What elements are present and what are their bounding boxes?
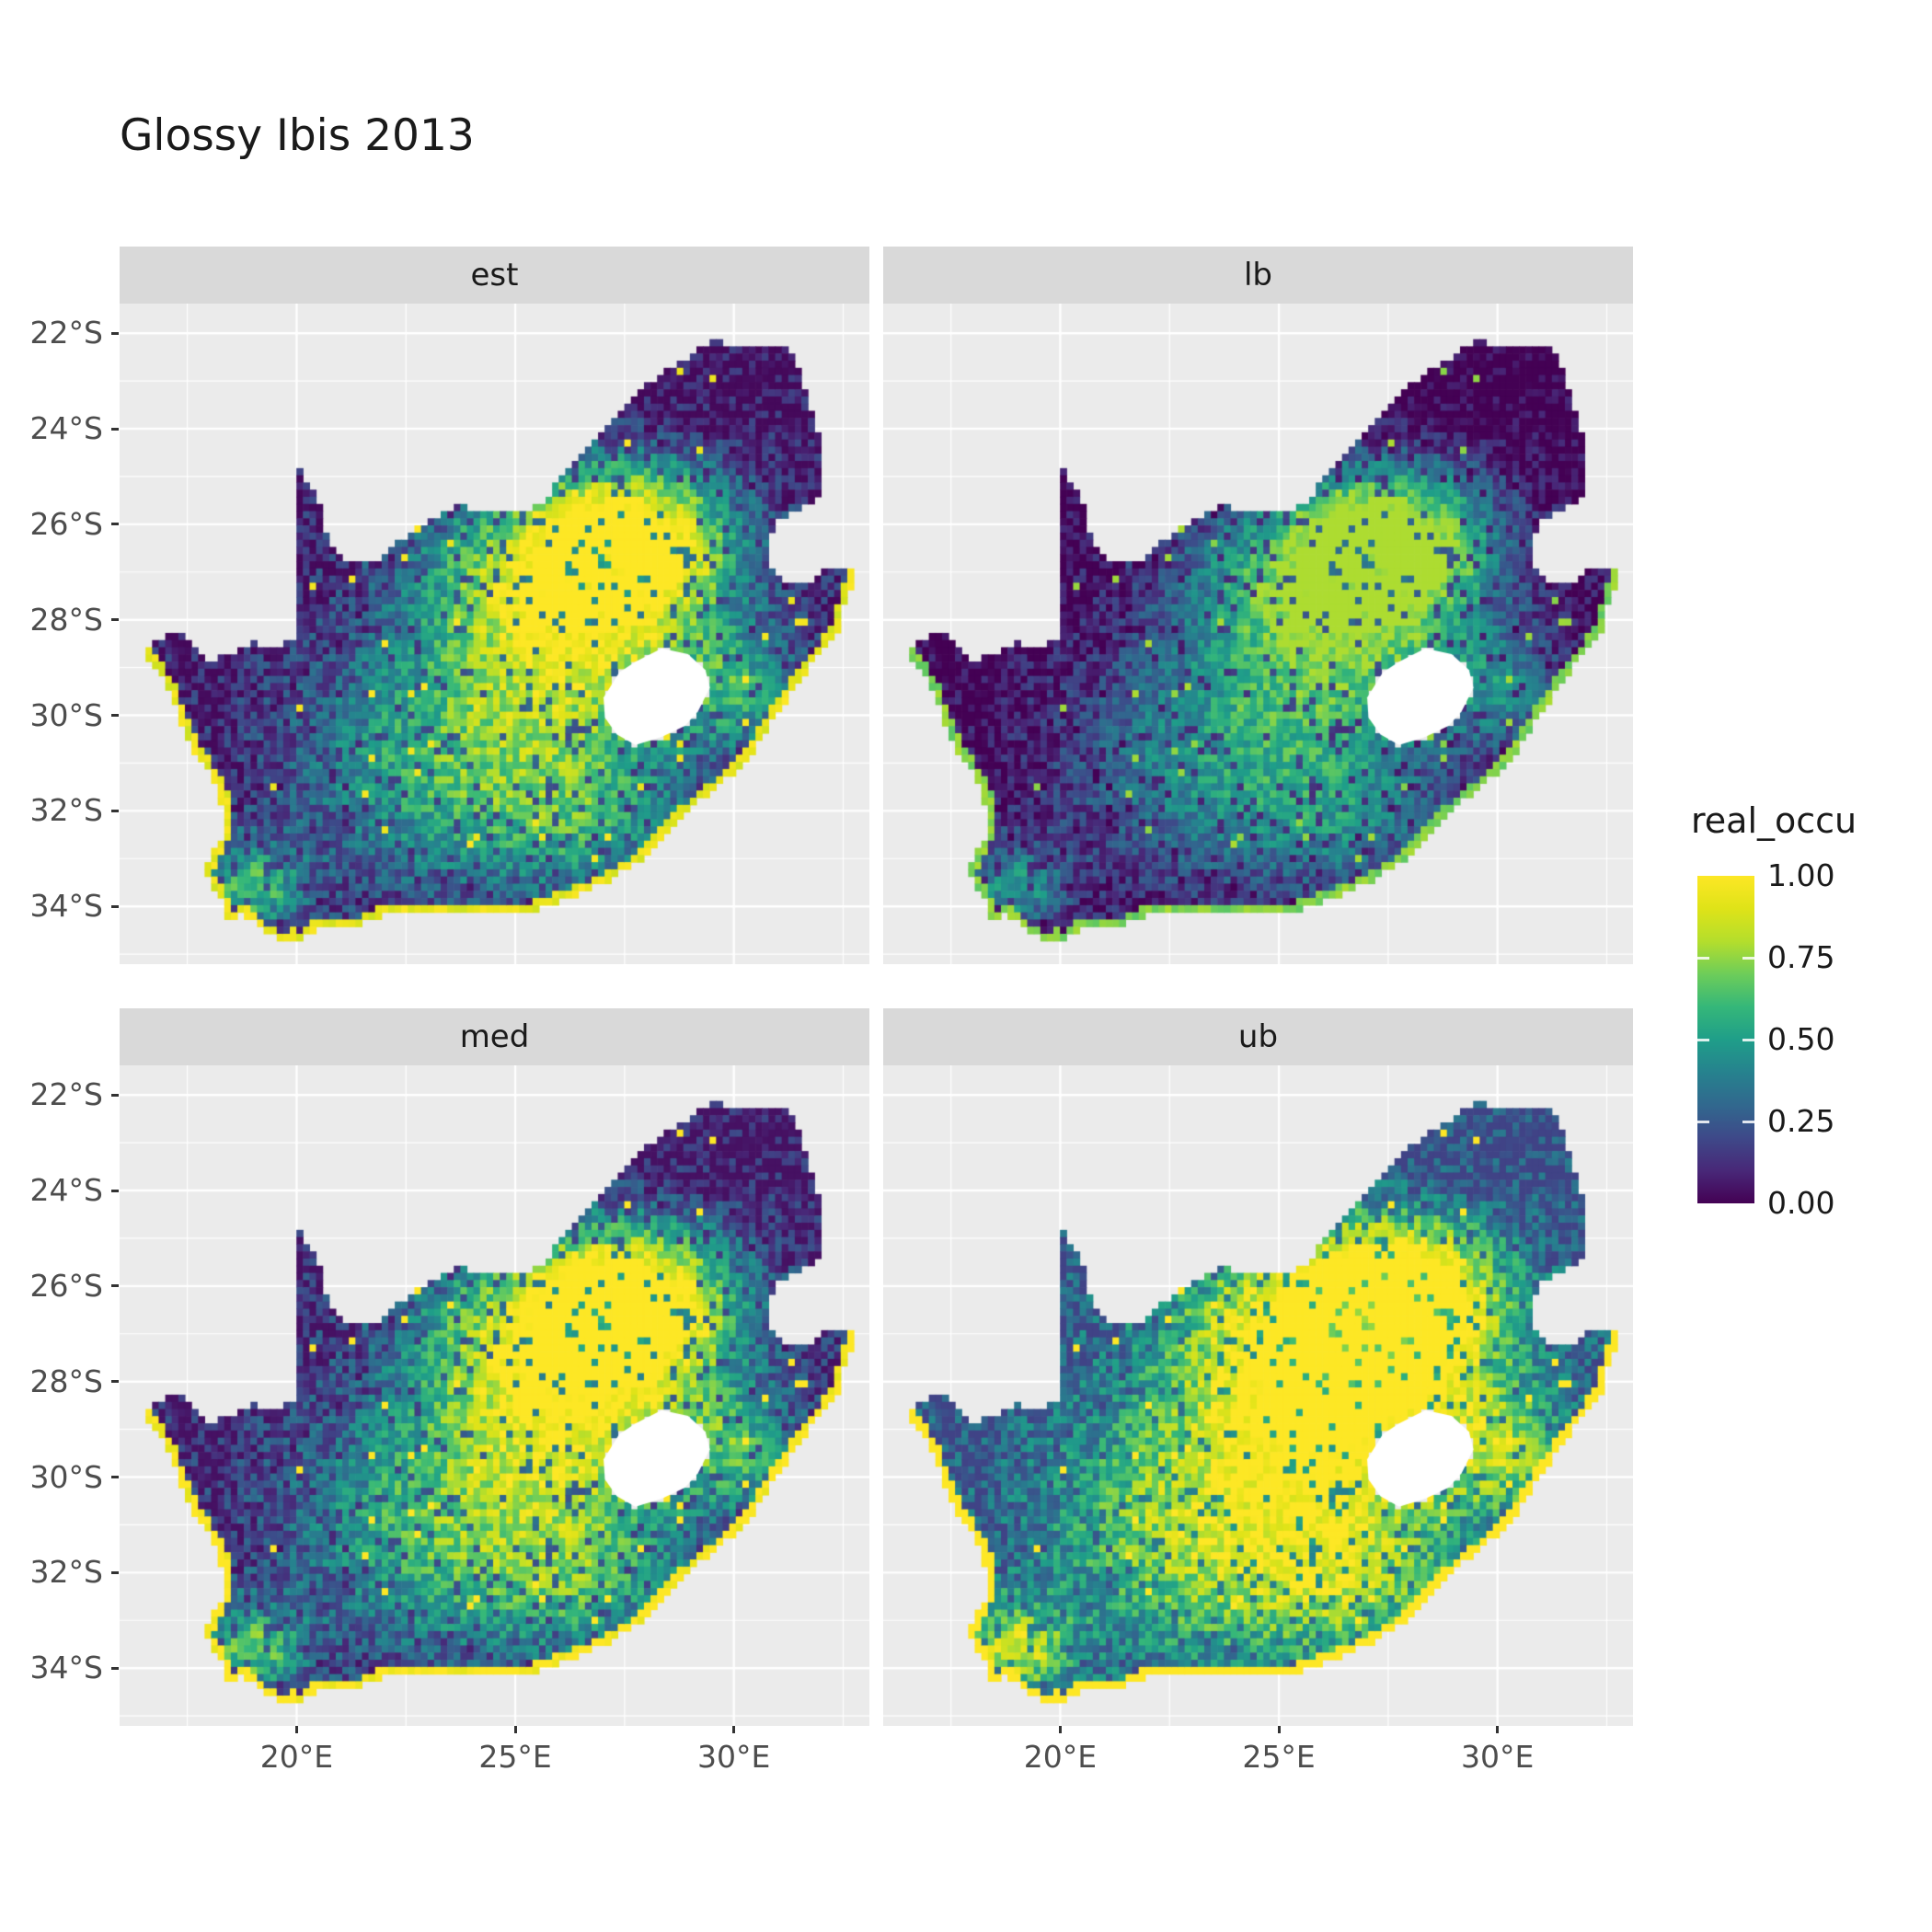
map-canvas-med [120, 1065, 869, 1726]
y-tick-mark [111, 1666, 119, 1670]
facet-panel-ub: ub [883, 1008, 1633, 1726]
x-tick-mark [294, 1726, 298, 1733]
y-tick-label: 34°S [29, 1650, 103, 1686]
map-canvas-ub [883, 1065, 1633, 1726]
x-tick-label: 20°E [1023, 1739, 1098, 1775]
legend-bar-tick [1697, 1120, 1709, 1123]
legend-title: real_occu [1691, 800, 1857, 841]
y-tick-label: 24°S [29, 1172, 103, 1209]
legend-tick-label: 0.50 [1767, 1021, 1835, 1057]
legend-tick-label: 0.25 [1767, 1103, 1835, 1139]
y-tick-label: 26°S [29, 505, 103, 542]
y-tick-label: 22°S [29, 1076, 103, 1113]
x-tick-mark [1277, 1726, 1281, 1733]
plot-title: Glossy Ibis 2013 [120, 110, 475, 161]
y-tick-mark [111, 427, 119, 431]
facet-strip-label-ub: ub [1237, 1018, 1279, 1055]
facet-strip-lb: lb [883, 247, 1633, 304]
y-tick-mark [111, 523, 119, 526]
facet-panel-est: est [120, 247, 869, 964]
x-tick-mark [1496, 1726, 1500, 1733]
y-tick-mark [111, 1189, 119, 1192]
y-tick-mark [111, 714, 119, 718]
facet-panel-med: med [120, 1008, 869, 1726]
x-tick-mark [513, 1726, 517, 1733]
y-tick-label: 28°S [29, 1363, 103, 1399]
y-tick-label: 32°S [29, 792, 103, 829]
y-tick-mark [111, 331, 119, 335]
facet-panel-lb: lb [883, 247, 1633, 964]
y-tick-label: 22°S [29, 315, 103, 351]
x-tick-label: 25°E [1242, 1739, 1316, 1775]
y-tick-label: 34°S [29, 888, 103, 925]
legend-tick-label: 0.75 [1767, 939, 1835, 975]
y-tick-mark [111, 809, 119, 812]
legend-tick-label: 0.00 [1767, 1185, 1835, 1221]
y-tick-label: 30°S [29, 1458, 103, 1495]
legend-bar-tick [1742, 956, 1754, 960]
facet-strip-label-med: med [459, 1018, 530, 1055]
y-tick-mark [111, 1380, 119, 1384]
legend-bar-tick [1697, 956, 1709, 960]
y-tick-mark [111, 1570, 119, 1574]
y-tick-mark [111, 1093, 119, 1097]
facet-strip-med: med [120, 1008, 869, 1065]
y-tick-mark [111, 618, 119, 622]
legend-bar-tick [1697, 1038, 1709, 1041]
x-tick-label: 25°E [478, 1739, 552, 1775]
y-tick-label: 28°S [29, 601, 103, 638]
x-tick-label: 30°E [697, 1739, 771, 1775]
y-tick-mark [111, 1284, 119, 1288]
legend-tick-label: 1.00 [1767, 857, 1835, 893]
y-tick-label: 32°S [29, 1554, 103, 1591]
facet-strip-label-est: est [470, 257, 519, 293]
facet-strip-est: est [120, 247, 869, 304]
facet-strip-label-lb: lb [1243, 257, 1273, 293]
y-tick-label: 24°S [29, 410, 103, 447]
legend-bar-tick [1742, 1038, 1754, 1041]
x-tick-label: 20°E [259, 1739, 334, 1775]
facet-strip-ub: ub [883, 1008, 1633, 1065]
y-tick-label: 30°S [29, 696, 103, 733]
x-tick-label: 30°E [1461, 1739, 1535, 1775]
map-canvas-est [120, 304, 869, 964]
y-tick-mark [111, 904, 119, 908]
x-tick-mark [1058, 1726, 1062, 1733]
y-tick-mark [111, 1476, 119, 1479]
map-canvas-lb [883, 304, 1633, 964]
y-tick-label: 26°S [29, 1267, 103, 1304]
x-tick-mark [732, 1726, 736, 1733]
legend-bar-tick [1742, 1120, 1754, 1123]
